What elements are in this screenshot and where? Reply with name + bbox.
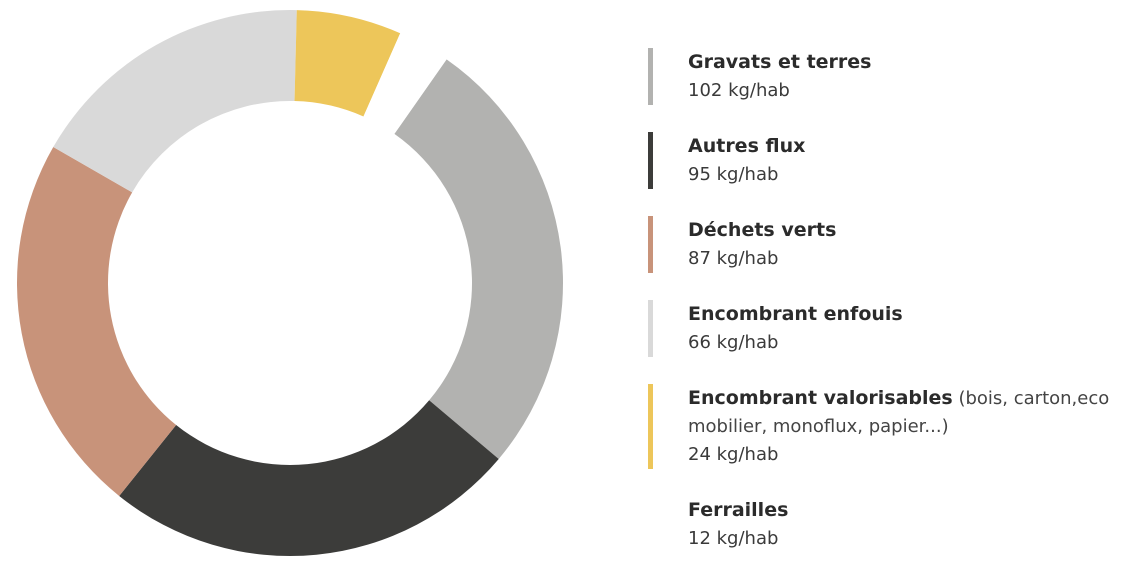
legend-item: Déchets verts 87 kg/hab	[648, 216, 1118, 273]
legend-title-line: Encombrant enfouis	[688, 300, 903, 329]
donut-segment	[16, 147, 177, 496]
donut-segment	[119, 400, 499, 556]
legend-title-line: Autres flux	[688, 132, 805, 161]
legend-item: Encombrant valorisables (bois, carton,ec…	[648, 384, 1118, 469]
legend-item: Gravats et terres 102 kg/hab	[648, 48, 1118, 105]
legend-value: 12 kg/hab	[688, 528, 779, 549]
donut-segment	[363, 33, 447, 134]
legend-label: Encombrant valorisables	[688, 387, 953, 409]
legend-value: 87 kg/hab	[688, 248, 779, 269]
legend-label: Gravats et terres	[688, 51, 872, 73]
legend: Gravats et terres 102 kg/hab Autres flux 95…	[648, 48, 1118, 580]
legend-swatch	[648, 216, 653, 273]
legend-value: 24 kg/hab	[688, 444, 779, 465]
legend-swatch	[648, 132, 653, 189]
legend-label: Ferrailles	[688, 499, 789, 521]
legend-label: Autres flux	[688, 135, 806, 157]
legend-value: 95 kg/hab	[688, 164, 779, 185]
legend-swatch	[648, 384, 653, 469]
legend-text: Encombrant valorisables (bois, carton,ec…	[688, 384, 1118, 469]
legend-text: Ferrailles 12 kg/hab	[688, 496, 788, 553]
donut-chart	[16, 10, 563, 556]
legend-label: Encombrant enfouis	[688, 303, 903, 325]
legend-note: (bois, carton,eco mobilier, monoflux, pa…	[688, 388, 1110, 437]
legend-title-line: Gravats et terres	[688, 48, 872, 77]
donut-segment	[394, 59, 563, 459]
donut-segment	[294, 10, 401, 117]
donut-segment	[53, 10, 297, 193]
legend-title-line: Ferrailles	[688, 496, 788, 525]
legend-text: Autres flux 95 kg/hab	[688, 132, 805, 189]
legend-text: Déchets verts 87 kg/hab	[688, 216, 836, 273]
legend-title-line: Déchets verts	[688, 216, 836, 245]
legend-text: Gravats et terres 102 kg/hab	[688, 48, 872, 105]
page: {"chart_data": {"type": "pie", "categori…	[16, 10, 1110, 556]
legend-value: 66 kg/hab	[688, 332, 779, 353]
legend-swatch	[648, 496, 653, 553]
legend-value: 102 kg/hab	[688, 80, 790, 101]
legend-swatch	[648, 48, 653, 105]
legend-item: Autres flux 95 kg/hab	[648, 132, 1118, 189]
legend-text: Encombrant enfouis 66 kg/hab	[688, 300, 903, 357]
legend-item: Ferrailles 12 kg/hab	[648, 496, 1118, 553]
legend-item: Encombrant enfouis 66 kg/hab	[648, 300, 1118, 357]
legend-swatch	[648, 300, 653, 357]
legend-label: Déchets verts	[688, 219, 837, 241]
legend-title-line: Encombrant valorisables (bois, carton,ec…	[688, 384, 1118, 441]
